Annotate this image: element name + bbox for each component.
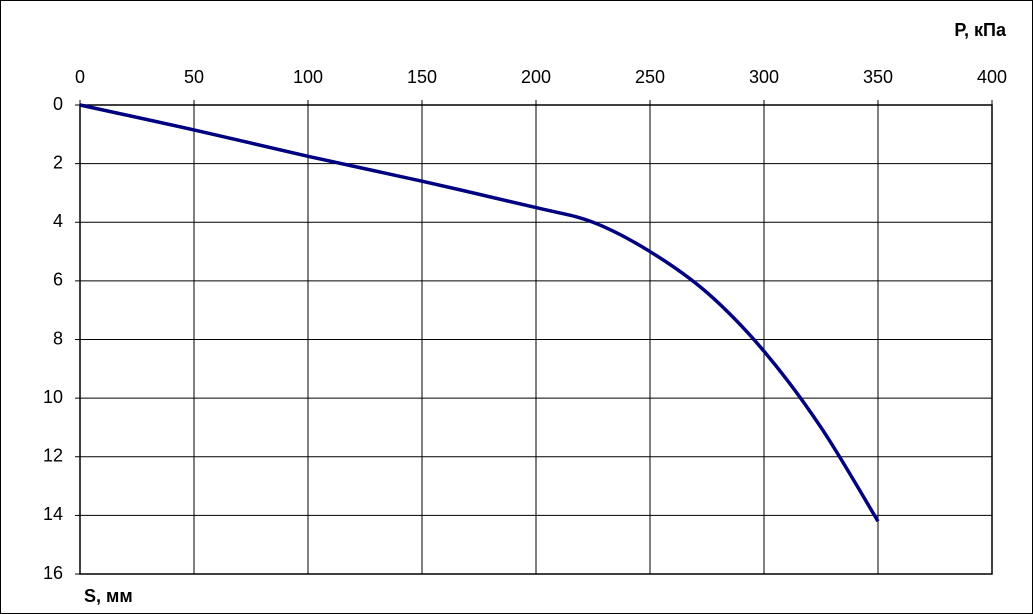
x-tick-label: 0 bbox=[75, 67, 85, 87]
y-tick-label: 8 bbox=[53, 328, 63, 348]
x-tick-label: 200 bbox=[521, 67, 551, 87]
x-tick-label: 400 bbox=[977, 67, 1007, 87]
y-tick-label: 2 bbox=[53, 152, 63, 172]
x-axis-label: P, кПа bbox=[954, 20, 1007, 40]
y-tick-label: 0 bbox=[53, 94, 63, 114]
x-tick-label: 250 bbox=[635, 67, 665, 87]
y-axis-label: S, мм bbox=[84, 586, 133, 606]
y-tick-label: 6 bbox=[53, 270, 63, 290]
y-tick-label: 14 bbox=[43, 504, 63, 524]
x-tick-label: 100 bbox=[293, 67, 323, 87]
x-tick-label: 50 bbox=[184, 67, 204, 87]
y-tick-label: 12 bbox=[43, 446, 63, 466]
y-tick-label: 10 bbox=[43, 387, 63, 407]
x-tick-label: 150 bbox=[407, 67, 437, 87]
data-line bbox=[79, 103, 880, 523]
plot-border bbox=[79, 104, 993, 575]
x-tick-label: 300 bbox=[749, 67, 779, 87]
y-tick-label: 4 bbox=[53, 211, 63, 231]
y-tick-label: 16 bbox=[43, 563, 63, 583]
x-tick-label: 350 bbox=[863, 67, 893, 87]
